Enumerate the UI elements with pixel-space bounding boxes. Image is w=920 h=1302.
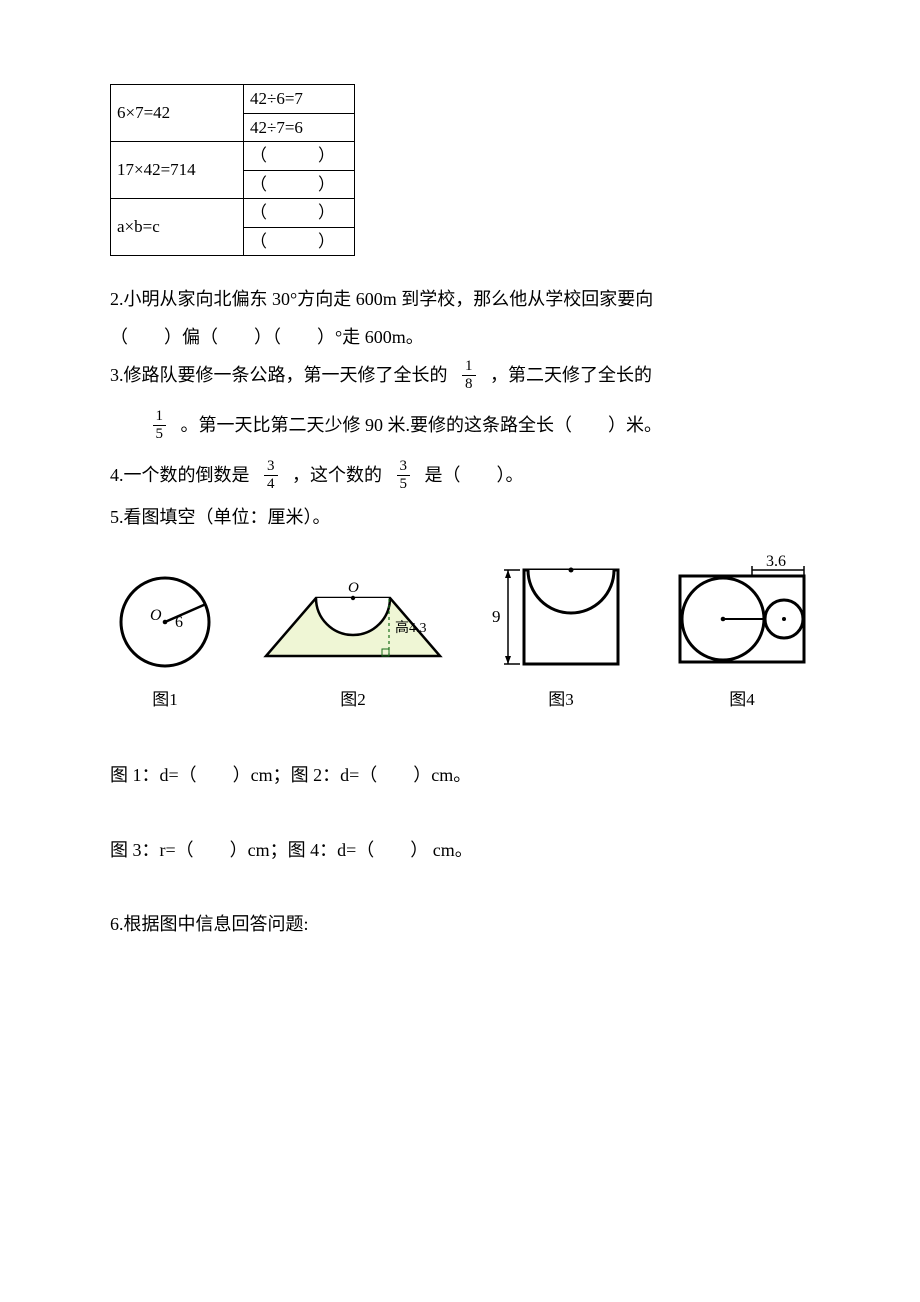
fig3-svg: 9 xyxy=(486,556,636,674)
fig1-radius-label: 6 xyxy=(175,614,183,631)
figure-3: 9 图3 xyxy=(486,556,636,716)
q3-text-c: 。第一天比第二天少修 90 米.要修的这条路全长（ ）米。 xyxy=(181,415,663,435)
fig1-svg: O 6 xyxy=(110,564,220,674)
cell-blank: （ ） xyxy=(244,142,355,171)
frac-num: 1 xyxy=(462,358,476,376)
fraction-3-5: 3 5 xyxy=(397,458,411,492)
figure-2: O 高4.3 图2 xyxy=(258,574,448,716)
q3-line2: 1 5 。第一天比第二天少修 90 米.要修的这条路全长（ ）米。 xyxy=(110,408,810,444)
cell-axb: a×b=c xyxy=(111,199,244,256)
fig2-o-label: O xyxy=(348,580,359,596)
cell-42d6: 42÷6=7 xyxy=(244,85,355,114)
fig1-label: 图1 xyxy=(110,684,220,716)
q2-line2: （ ）偏（ ）（ ）°走 600m。 xyxy=(110,320,810,354)
q4-c: 是（ ）。 xyxy=(425,465,524,485)
frac-den: 5 xyxy=(397,476,411,493)
q6-title: 6.根据图中信息回答问题: xyxy=(110,907,810,941)
q2-line1: 2.小明从家向北偏东 30°方向走 600m 到学校，那么他从学校回家要向 xyxy=(110,282,810,316)
frac-num: 1 xyxy=(153,408,167,426)
table-row: a×b=c （ ） xyxy=(111,199,355,228)
worksheet-page: 6×7=42 42÷6=7 42÷7=6 17×42=714 （ ） （ ） a… xyxy=(0,0,920,1302)
q1-table: 6×7=42 42÷6=7 42÷7=6 17×42=714 （ ） （ ） a… xyxy=(110,84,355,256)
figtext-line2: 图 3：r=（ ）cm；图 4：d=（ ） cm。 xyxy=(110,833,810,867)
frac-den: 5 xyxy=(153,426,167,443)
frac-num: 3 xyxy=(264,458,278,476)
fig4-svg: 3.6 xyxy=(674,552,810,674)
q4-line: 4.一个数的倒数是 3 4 ，这个数的 3 5 是（ ）。 xyxy=(110,458,810,494)
q4-a: 4.一个数的倒数是 xyxy=(110,465,250,485)
q3-line1: 3.修路队要修一条公路，第一天修了全长的 1 8 ，第二天修了全长的 xyxy=(110,358,810,394)
fig4-label: 图4 xyxy=(674,684,810,716)
table-row: 17×42=714 （ ） xyxy=(111,142,355,171)
cell-6x7: 6×7=42 xyxy=(111,85,244,142)
fig3-side-label: 9 xyxy=(492,607,501,626)
figure-4: 3.6 图4 xyxy=(674,552,810,716)
cell-42d7: 42÷7=6 xyxy=(244,113,355,142)
fig4-top-label: 3.6 xyxy=(766,553,786,570)
fig2-svg: O 高4.3 xyxy=(258,574,448,674)
figure-1: O 6 图1 xyxy=(110,564,220,716)
figtext-line1: 图 1：d=（ ）cm；图 2：d=（ ）cm。 xyxy=(110,758,810,792)
fraction-1-5: 1 5 xyxy=(153,408,167,442)
q4-b: ，这个数的 xyxy=(292,465,382,485)
frac-num: 3 xyxy=(397,458,411,476)
fig2-height-label: 高4.3 xyxy=(395,619,427,636)
frac-den: 4 xyxy=(264,476,278,493)
q3-text-b: ，第二天修了全长的 xyxy=(490,365,652,385)
fraction-3-4: 3 4 xyxy=(264,458,278,492)
cell-blank: （ ） xyxy=(244,170,355,199)
figure-questions: 图 1：d=（ ）cm；图 2：d=（ ）cm。 图 3：r=（ ）cm；图 4… xyxy=(110,758,810,866)
fraction-1-8: 1 8 xyxy=(462,358,476,392)
frac-den: 8 xyxy=(462,376,476,393)
cell-17x42: 17×42=714 xyxy=(111,142,244,199)
q3-text-a: 3.修路队要修一条公路，第一天修了全长的 xyxy=(110,365,448,385)
fig2-label: 图2 xyxy=(258,684,448,716)
table-row: 6×7=42 42÷6=7 xyxy=(111,85,355,114)
fig1-o-label: O xyxy=(150,607,162,624)
q5-title: 5.看图填空（单位：厘米）。 xyxy=(110,500,810,534)
fig3-label: 图3 xyxy=(486,684,636,716)
cell-blank: （ ） xyxy=(244,199,355,228)
cell-blank: （ ） xyxy=(244,227,355,256)
figures-row: O 6 图1 O 高4.3 图2 xyxy=(110,552,810,716)
